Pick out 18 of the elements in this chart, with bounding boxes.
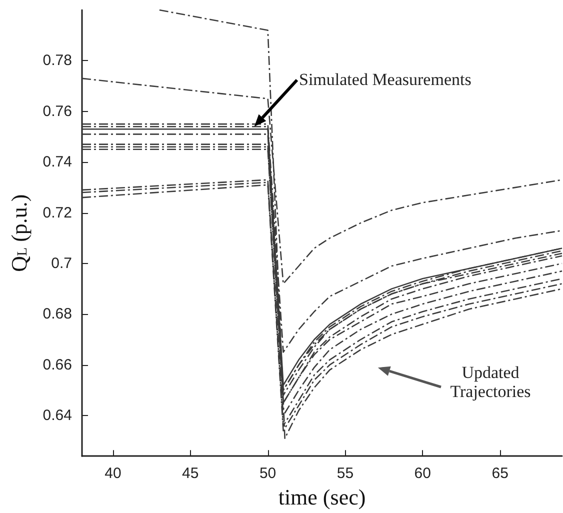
y-tick-label: 0.76 (42, 102, 72, 120)
x-tick-label: 60 (414, 465, 431, 482)
y-tick-label: 0.78 (42, 52, 72, 70)
x-axis-title: time (sec) (278, 484, 366, 510)
x-tick-label: 45 (182, 465, 199, 482)
y-tick-label: 0.72 (42, 204, 72, 222)
y-tick-label: 0.68 (42, 306, 72, 323)
y-tick-label: 0.7 (51, 254, 72, 272)
x-tick-label: 50 (259, 465, 276, 482)
annotation: Simulated Measurements (299, 70, 472, 89)
y-tick-label: 0.66 (42, 356, 72, 374)
y-tick-label: 0.74 (42, 154, 72, 171)
x-tick-label: 40 (104, 465, 122, 482)
x-tick-label: 55 (336, 465, 354, 482)
y-tick-label: 0.64 (42, 407, 72, 424)
y-axis-title: QL (p.u.) (6, 194, 32, 272)
x-tick-label: 65 (492, 465, 508, 482)
annotation: Updated Trajectories (449, 363, 532, 401)
